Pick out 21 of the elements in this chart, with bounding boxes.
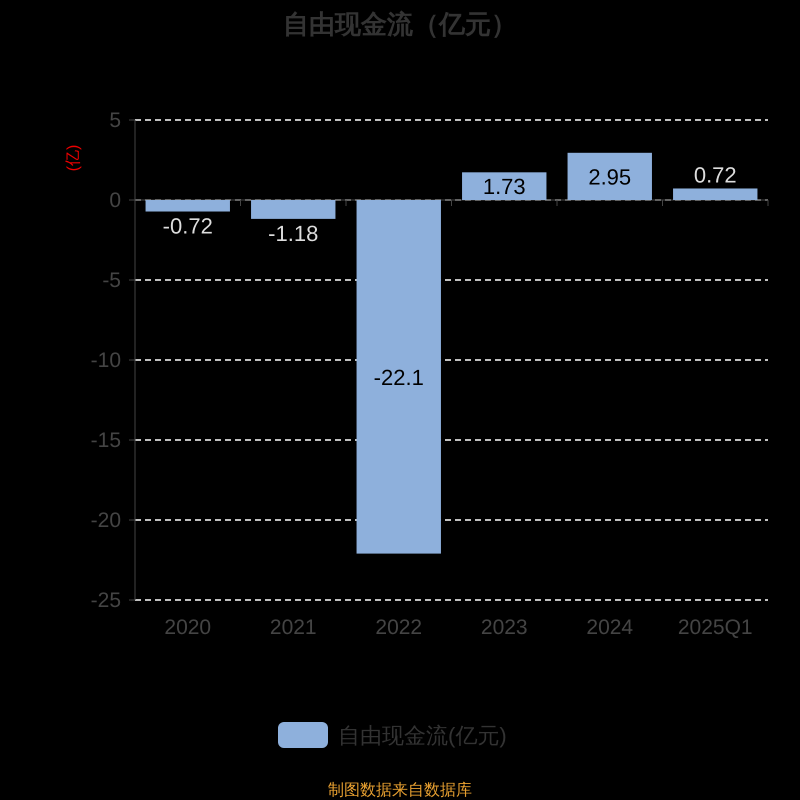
- y-tick-label: 5: [109, 109, 121, 132]
- y-tick-label: 0: [109, 189, 121, 212]
- y-tick-label: -15: [90, 429, 121, 452]
- y-axis-title: (亿): [65, 144, 82, 172]
- data-label: -22.1: [374, 364, 424, 390]
- x-tick-label: 2022: [375, 616, 422, 639]
- x-tick-label: 2025Q1: [678, 616, 753, 639]
- y-tick-label: -5: [102, 269, 121, 292]
- x-tick-label: 2020: [164, 616, 212, 639]
- data-label: 2.95: [588, 164, 632, 190]
- data-label: -0.72: [162, 214, 213, 239]
- y-tick-label: -10: [90, 349, 121, 372]
- data-label: -1.18: [268, 220, 318, 246]
- x-tick-label: 2021: [270, 616, 317, 639]
- x-tick-label: 2024: [586, 616, 634, 639]
- data-label: 1.73: [482, 174, 526, 200]
- y-tick-label: -25: [90, 589, 121, 612]
- x-tick-label: 2023: [480, 616, 528, 639]
- data-label: 0.72: [694, 162, 737, 188]
- y-tick-label: -20: [90, 509, 121, 532]
- text: 制图数据来自数据库: [328, 781, 472, 799]
